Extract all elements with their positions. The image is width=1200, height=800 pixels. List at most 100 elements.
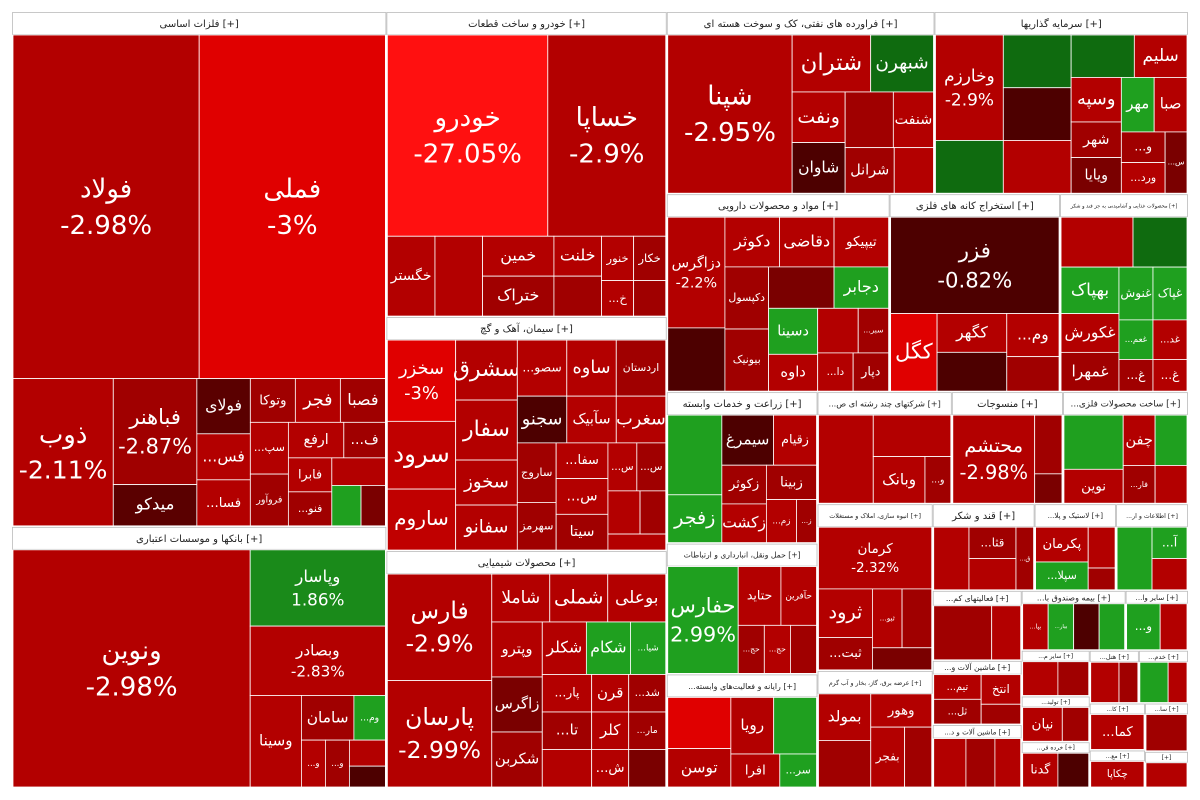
tile-label: ونوین xyxy=(101,636,161,666)
tile-label: ...ثبت xyxy=(829,646,862,661)
tile-label: سهرمز xyxy=(519,519,554,534)
tile xyxy=(791,142,846,194)
tile-label: شتران xyxy=(801,50,863,76)
tile-label: فارس xyxy=(410,597,468,625)
tile-label: نیان xyxy=(1032,716,1054,732)
tile-label: دسینا xyxy=(777,323,809,339)
tile-label: ...س xyxy=(1168,158,1185,167)
tile xyxy=(796,499,817,543)
tile xyxy=(818,637,873,671)
tile xyxy=(724,216,780,268)
sector: منسوجات [+] محتشم -2.98% xyxy=(951,392,1063,504)
tile xyxy=(112,378,198,486)
sector-label: سیمان، آهک و گچ [+] xyxy=(480,322,573,335)
sector-header xyxy=(1125,590,1188,604)
sector-label: ...خدم [+] xyxy=(1148,653,1178,661)
tile xyxy=(1060,216,1134,268)
tile-label: ...بپا xyxy=(1030,623,1042,631)
tile xyxy=(591,674,630,713)
tile-change: -2.95% xyxy=(684,118,776,148)
tile-label: ...وم xyxy=(1017,326,1049,344)
tile-label: ...ش xyxy=(596,761,625,776)
sector: ...ماشین آلات و د [+] xyxy=(932,725,1022,788)
tile-label: ...خ xyxy=(608,291,627,305)
tile-label: بهپاک xyxy=(1071,280,1109,300)
tile xyxy=(968,526,1017,559)
tile xyxy=(353,695,386,741)
tile-label: فجر xyxy=(302,390,332,410)
sector-header xyxy=(932,590,1022,606)
tile-label: محتشم xyxy=(964,434,1023,457)
tile xyxy=(724,328,769,392)
sector-header xyxy=(666,392,818,416)
tile xyxy=(1087,526,1116,569)
tile xyxy=(968,558,1017,591)
tile xyxy=(892,91,934,149)
tile xyxy=(553,275,602,317)
tile xyxy=(768,307,819,355)
tile xyxy=(980,703,1022,725)
tile-label: غپاک xyxy=(1158,286,1183,300)
sector-label: ...تولید [+] xyxy=(1041,699,1070,706)
tile-label: مهر xyxy=(1125,95,1149,113)
tile-label: فباهنر xyxy=(128,405,180,429)
sector-label: ...ماشین آلات و [+] xyxy=(944,662,1010,672)
tile xyxy=(818,588,873,638)
sector-header xyxy=(817,392,952,416)
tile xyxy=(965,738,996,788)
tile-label: داوه xyxy=(780,364,805,381)
tile-label: قرن xyxy=(597,684,623,702)
tile xyxy=(516,339,568,397)
sector-label: زراعت و خدمات وابسته [+] xyxy=(683,399,802,410)
tile xyxy=(1006,313,1060,358)
tile xyxy=(630,621,667,675)
sector: [+] xyxy=(1145,751,1188,788)
sector-header xyxy=(12,526,387,550)
tile-change: -2.9% xyxy=(945,89,994,109)
sector: ...فعالیتهای کم [+] xyxy=(932,590,1022,661)
tile-label: حتاید xyxy=(747,587,772,602)
tile xyxy=(737,624,765,674)
sector-label: قند و شکر [+] xyxy=(951,511,1015,522)
tile-change: -3% xyxy=(404,383,439,404)
tile xyxy=(386,235,436,317)
sector-label: منسوجات [+] xyxy=(977,399,1038,410)
sector: فراورده های نفتی، کک و سوخت هسته ای [+] ش… xyxy=(666,12,935,194)
sector-header xyxy=(1138,650,1188,663)
tile xyxy=(386,420,457,490)
tile-label: ...و xyxy=(931,474,944,485)
sector-label: حمل ونقل، انبارداری و ارتباطات [+] xyxy=(684,551,801,560)
tile xyxy=(482,235,555,277)
sector-header xyxy=(817,670,933,694)
tile xyxy=(872,456,926,504)
sector: ...سایر وا [+] ...و xyxy=(1125,590,1188,651)
tile xyxy=(1087,567,1116,591)
sector-label: ...ماشین آلات و د [+] xyxy=(944,726,1010,736)
tile-change: 1.86% xyxy=(291,590,344,610)
tile-label: ...سبر xyxy=(863,326,883,335)
tile-label: شرانل xyxy=(850,162,889,178)
tile xyxy=(1152,359,1188,392)
tile xyxy=(541,749,593,788)
tile-label: شکربن xyxy=(495,749,539,767)
sector-header xyxy=(1060,194,1188,218)
tile xyxy=(386,573,493,681)
tile xyxy=(249,378,296,423)
tile-label: حفارس xyxy=(671,594,736,618)
tile xyxy=(933,605,993,661)
sector-label: انبوه سازی، املاک و مستغلات [+] xyxy=(829,512,921,520)
tile xyxy=(1122,414,1156,466)
tile xyxy=(1022,707,1063,742)
tile-label: وبصادر xyxy=(295,641,340,659)
sector-label: ...شرکتهای چند رشته ای ص [+] xyxy=(828,399,940,409)
sector-label: ...سایر وا [+] xyxy=(1136,593,1179,602)
tile-label: وتوکا xyxy=(259,393,286,408)
tile-change: -2.32% xyxy=(851,560,899,576)
tile-change: -2.2% xyxy=(676,275,717,291)
sector-label: ...هتل [+] xyxy=(1100,653,1129,661)
tile xyxy=(936,313,1008,353)
tile xyxy=(112,484,198,527)
sector-header xyxy=(1089,650,1139,663)
tile xyxy=(1070,157,1122,194)
tile xyxy=(482,275,555,317)
